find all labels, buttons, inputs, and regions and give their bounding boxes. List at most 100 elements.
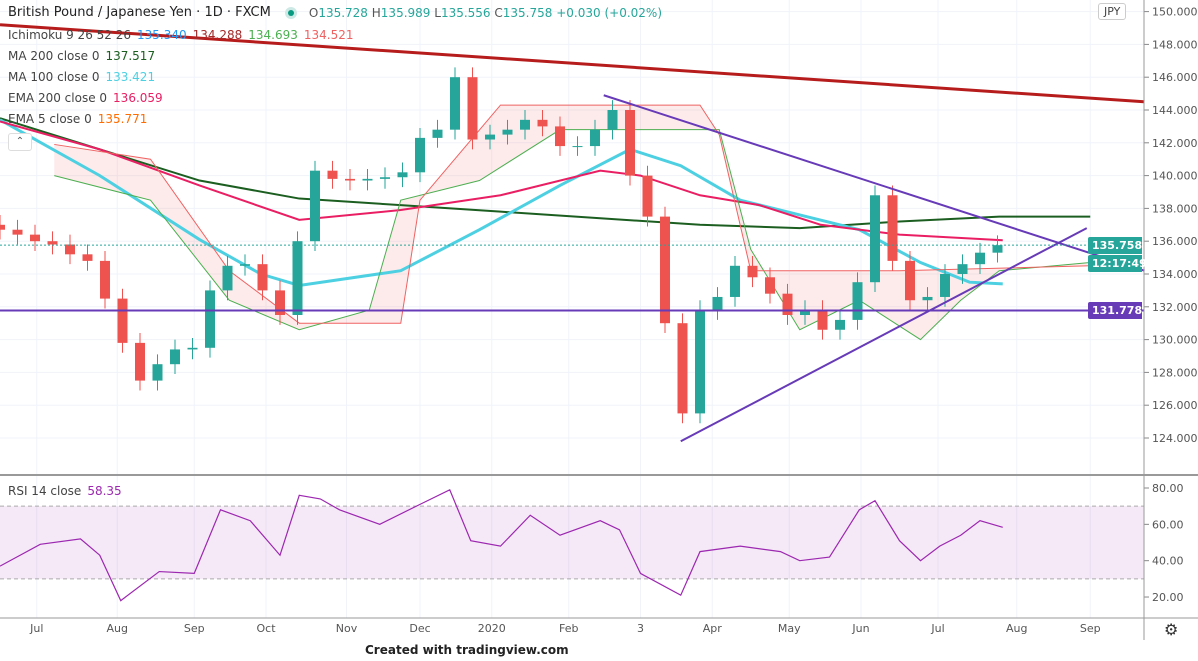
time-axis-label: May bbox=[778, 622, 801, 635]
price-axis-label: 134.000 bbox=[1152, 268, 1198, 281]
rsi-axis-label: 20.00 bbox=[1152, 591, 1184, 604]
price-axis-label: 124.000 bbox=[1152, 432, 1198, 445]
candle-body bbox=[992, 245, 1003, 253]
candle-body bbox=[362, 178, 373, 181]
support-level-tag: 131.778 bbox=[1088, 302, 1142, 319]
indicator-legend[interactable]: MA 200 close 0 137.517 bbox=[8, 49, 161, 63]
trendline-triangle-lower bbox=[680, 227, 1088, 443]
trendline-long-term-resistance bbox=[0, 23, 1145, 104]
chart-header: British Pound / Japanese Yen · 1D · FXCM… bbox=[8, 5, 662, 20]
candle-body bbox=[327, 170, 338, 179]
indicator-value: 134.288 bbox=[192, 28, 243, 42]
series-ema-200 bbox=[0, 120, 1003, 242]
indicator-name: Ichimoku 9 26 52 26 bbox=[8, 28, 131, 42]
collapse-legend-button[interactable]: ⌃ bbox=[8, 133, 32, 151]
price-axis-label: 136.000 bbox=[1152, 235, 1198, 248]
settings-gear-icon[interactable]: ⚙ bbox=[1164, 620, 1179, 639]
rsi-band bbox=[0, 506, 1144, 579]
candle-body bbox=[187, 347, 198, 350]
price-axis-label: 148.000 bbox=[1152, 38, 1198, 51]
candle-body bbox=[152, 364, 163, 381]
indicator-value: 134.693 bbox=[248, 28, 298, 42]
candle-body bbox=[100, 260, 110, 299]
candle-body bbox=[450, 77, 460, 130]
candle-body bbox=[345, 178, 355, 181]
indicator-value: 136.059 bbox=[113, 91, 163, 105]
indicator-name: EMA 200 close 0 bbox=[8, 91, 108, 105]
candle-body bbox=[852, 282, 863, 320]
candle-body bbox=[240, 264, 250, 266]
indicator-legend[interactable]: EMA 200 close 0 136.059 bbox=[8, 91, 169, 105]
time-axis-label: Jun bbox=[851, 622, 869, 635]
candle-body bbox=[485, 134, 495, 140]
candle-body bbox=[887, 195, 898, 261]
series-ichimoku-span-a bbox=[54, 129, 1091, 341]
candle-body bbox=[572, 146, 583, 148]
candle-body bbox=[82, 254, 93, 261]
market-status-icon bbox=[284, 6, 297, 19]
symbol-title[interactable]: British Pound / Japanese Yen · 1D · FXCM bbox=[8, 5, 271, 20]
indicator-legend[interactable]: MA 100 close 0 133.421 bbox=[8, 70, 161, 84]
candle-body bbox=[835, 319, 845, 330]
candle-body bbox=[380, 177, 390, 179]
rsi-axis-label: 40.00 bbox=[1152, 555, 1184, 568]
indicator-name: MA 200 close 0 bbox=[8, 49, 100, 63]
candle-body bbox=[677, 323, 688, 414]
candle-body bbox=[502, 129, 513, 135]
time-axis-label: Aug bbox=[1006, 622, 1027, 635]
candle-body bbox=[292, 241, 303, 315]
candle-body bbox=[275, 290, 285, 315]
candle-body bbox=[12, 229, 23, 235]
price-axis-label: 150.000 bbox=[1152, 6, 1198, 19]
candle-body bbox=[782, 293, 793, 315]
indicator-value: 133.421 bbox=[105, 70, 156, 84]
time-axis-label: Dec bbox=[409, 622, 430, 635]
candle-body bbox=[940, 274, 950, 297]
candle-body bbox=[607, 110, 618, 130]
candle-body bbox=[467, 77, 478, 140]
candle-body bbox=[625, 110, 635, 176]
candle-body bbox=[432, 129, 443, 138]
candle-body bbox=[712, 296, 723, 311]
indicator-legend[interactable]: EMA 5 close 0 135.771 bbox=[8, 112, 153, 126]
rsi-line bbox=[0, 488, 1003, 602]
price-axis-label: 132.000 bbox=[1152, 301, 1198, 314]
candle-body bbox=[905, 260, 915, 301]
candle-body bbox=[765, 277, 775, 294]
candle-body bbox=[730, 265, 740, 297]
candle-body bbox=[747, 265, 758, 278]
indicator-legend[interactable]: Ichimoku 9 26 52 26 135.340 134.288 134.693… bbox=[8, 28, 360, 42]
candle-body bbox=[135, 342, 145, 381]
time-axis-label: Oct bbox=[256, 622, 276, 635]
currency-badge[interactable]: JPY bbox=[1098, 3, 1127, 20]
time-axis-label: Aug bbox=[107, 622, 128, 635]
candle-body bbox=[817, 310, 828, 330]
time-axis-label: Sep bbox=[1080, 622, 1101, 635]
price-axis-label: 138.000 bbox=[1152, 202, 1198, 215]
candle-body bbox=[257, 264, 268, 291]
candle-body bbox=[800, 310, 810, 315]
last-price-tag: 135.758 bbox=[1088, 237, 1142, 254]
price-axis-label: 140.000 bbox=[1152, 170, 1198, 183]
rsi-axis-label: 80.00 bbox=[1152, 482, 1184, 495]
rsi-axis-label: 60.00 bbox=[1152, 518, 1184, 531]
candle-body bbox=[555, 126, 565, 147]
candle-body bbox=[957, 264, 968, 274]
rsi-legend[interactable]: RSI 14 close 58.35 bbox=[8, 484, 122, 498]
candle-body bbox=[520, 119, 530, 130]
price-axis-label: 144.000 bbox=[1152, 104, 1198, 117]
candle-body bbox=[660, 216, 670, 324]
ohlc-readout: O135.728 H135.989 L135.556 C135.758 +0.0… bbox=[308, 5, 662, 20]
time-axis-label: Jul bbox=[29, 622, 43, 635]
candle-body bbox=[975, 252, 985, 265]
candle-body bbox=[922, 296, 933, 301]
indicator-value: 135.771 bbox=[97, 112, 148, 126]
watermark-footer: Created with tradingview.com bbox=[365, 643, 569, 657]
candle-body bbox=[415, 137, 425, 173]
candle-body bbox=[870, 195, 880, 283]
time-axis-label: 3 bbox=[637, 622, 644, 635]
price-axis-label: 126.000 bbox=[1152, 399, 1198, 412]
time-axis-label: 2020 bbox=[478, 622, 506, 635]
series-ichimoku-span-b bbox=[54, 104, 1091, 324]
